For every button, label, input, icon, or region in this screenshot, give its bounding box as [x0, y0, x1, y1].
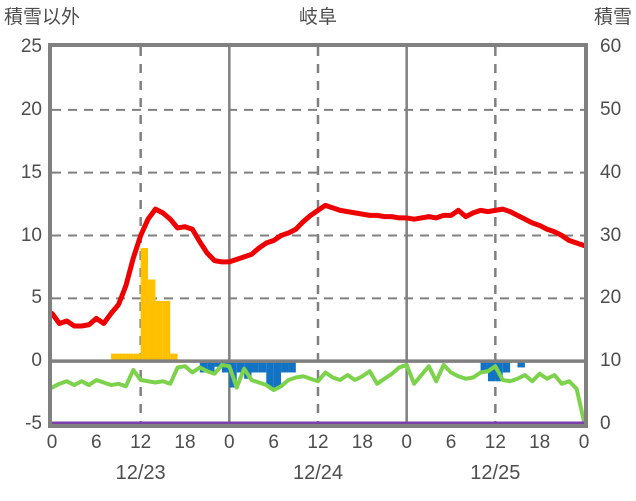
- bar: [214, 361, 222, 367]
- bar: [170, 353, 178, 362]
- line-series-風速: [50, 362, 586, 424]
- x-axis-tick: 0: [578, 432, 590, 453]
- bar: [118, 353, 126, 362]
- plot-inner: [49, 47, 592, 432]
- right-axis-title: 積雪: [593, 7, 632, 28]
- x-axis-tick: 12: [130, 432, 152, 453]
- bar-series-降水量: [111, 248, 178, 362]
- x-axis-tick: 18: [351, 432, 373, 453]
- x-axis-tick: 0: [224, 432, 235, 453]
- plot-area: [48, 43, 588, 428]
- bar: [281, 361, 289, 373]
- x-axis-ticks: 0 6 12 18 0 6 12 18 0 6 12 18 0: [46, 432, 590, 458]
- bar: [273, 361, 282, 388]
- bar: [162, 300, 171, 362]
- x-axis-tick: 0: [401, 432, 412, 453]
- y-axis-tick-left: -5: [25, 413, 42, 434]
- right-axis-ticks: 60 50 40 30 20 10 0: [594, 36, 636, 434]
- y-axis-tick-right: 0: [600, 413, 611, 434]
- x-axis-tick: 12: [484, 432, 506, 453]
- x-axis-date-label: 12/24: [292, 462, 344, 484]
- bar: [133, 353, 141, 362]
- bar: [502, 361, 511, 373]
- bar: [125, 353, 134, 362]
- y-axis-tick-right: 60: [600, 36, 622, 57]
- x-axis-date-label: 12/25: [470, 462, 521, 484]
- bar: [288, 361, 296, 373]
- bar: [244, 361, 252, 379]
- y-axis-tick-left: 25: [20, 36, 42, 57]
- left-axis-title: 積雪以外: [4, 7, 81, 28]
- y-axis-tick-right: 10: [600, 350, 622, 372]
- bar: [266, 361, 274, 388]
- bar: [155, 300, 163, 362]
- x-axis-tick: 12: [307, 432, 329, 453]
- y-axis-tick-right: 20: [600, 287, 622, 309]
- x-axis-tick: 0: [46, 432, 58, 453]
- x-axis-tick: 6: [445, 432, 457, 453]
- y-axis-tick-left: 0: [31, 350, 42, 372]
- y-axis-tick-left: 5: [31, 287, 42, 309]
- bar: [251, 361, 259, 373]
- bar: [207, 361, 215, 373]
- x-axis-tick: 6: [268, 432, 279, 453]
- bar: [199, 361, 208, 373]
- y-axis-tick-right: 40: [600, 161, 622, 183]
- bar: [480, 361, 488, 373]
- y-axis-tick-left: 20: [20, 98, 42, 120]
- y-axis-tick-left: 10: [20, 224, 42, 246]
- bar: [517, 361, 525, 368]
- bar: [140, 248, 149, 362]
- bar: [148, 279, 156, 362]
- x-axis-dates: 12/23 12/24 12/25: [48, 462, 588, 492]
- x-axis-tick: 6: [91, 432, 102, 453]
- chart-canvas: [49, 47, 587, 427]
- page-title: 岐阜: [298, 7, 337, 28]
- bar: [111, 353, 119, 362]
- bar: [258, 361, 267, 373]
- x-axis-tick: 18: [174, 432, 196, 453]
- y-axis-tick-left: 15: [20, 161, 42, 183]
- y-axis-tick-right: 50: [600, 98, 622, 120]
- x-axis-date-label: 12/23: [115, 462, 166, 484]
- bar: [236, 361, 245, 373]
- left-axis-ticks: 25 20 15 10 5 0 -5: [0, 36, 42, 434]
- line-series-気温: [49, 202, 587, 329]
- bar: [487, 361, 496, 382]
- y-axis-tick-right: 30: [600, 224, 622, 246]
- x-axis-tick: 18: [529, 432, 551, 453]
